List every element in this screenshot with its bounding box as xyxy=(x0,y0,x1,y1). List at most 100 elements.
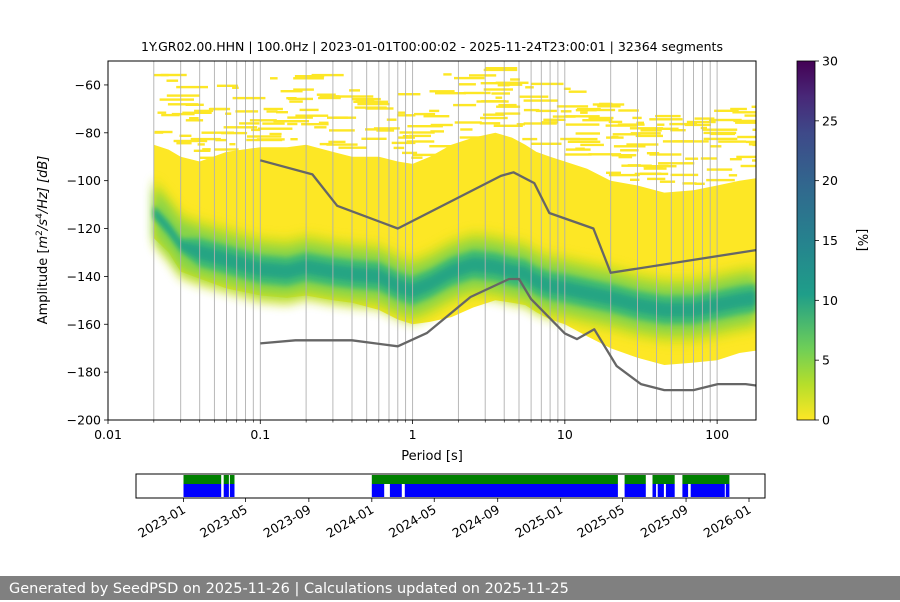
date-tick-label: 2025-05 xyxy=(574,502,627,541)
date-tick-label: 2026-01 xyxy=(701,502,754,541)
heatmap-sparse-cell xyxy=(565,148,591,151)
heatmap-sparse-cell xyxy=(481,100,506,103)
heatmap-sparse-cell xyxy=(519,95,549,98)
heatmap-sparse-cell xyxy=(289,100,303,103)
heatmap-sparse-cell xyxy=(575,132,600,135)
colorbar: 0 5 10 15 20 25 30 [%] xyxy=(796,54,869,428)
heatmap-sparse-cell xyxy=(266,110,278,113)
heatmap-sparse-cell xyxy=(258,127,293,130)
heatmap-sparse-cell xyxy=(229,143,236,146)
heatmap-sparse-cell xyxy=(399,131,435,134)
heatmap-sparse-cell xyxy=(176,85,208,89)
heatmap-sparse-cell xyxy=(463,91,491,95)
heatmap-sparse-cell xyxy=(560,110,572,113)
nlnm-line xyxy=(260,277,756,392)
heatmap-sparse-cell xyxy=(740,164,756,168)
colorbar-tick-label: 30 xyxy=(822,54,838,69)
heatmap-sparse-cell xyxy=(686,120,716,124)
availability-computed-bar xyxy=(183,484,222,497)
nhnm-line xyxy=(259,159,756,274)
heatmap-sparse-cell xyxy=(510,78,520,81)
heatmap-sparse-cell xyxy=(597,105,621,108)
heatmap-sparse-cell xyxy=(543,118,566,121)
heatmap-sparse-cell xyxy=(327,116,357,119)
heatmap-sparse-cell xyxy=(496,105,521,108)
date-tick-label: 2025-01 xyxy=(512,502,565,541)
heatmap-sparse-cell xyxy=(166,94,200,97)
heatmap-sparse-cell xyxy=(752,159,756,162)
heatmap-sparse-cell xyxy=(523,99,558,102)
y-tick-label: −120 xyxy=(67,221,101,236)
heatmap-sparse-cell xyxy=(256,138,285,141)
date-tick-label: 2023-09 xyxy=(261,502,314,541)
heatmap-sparse-cell xyxy=(262,122,285,125)
heatmap-sparse-cell xyxy=(287,116,313,119)
heatmap-sparse-cell xyxy=(316,93,336,96)
heatmap-sparse-cell xyxy=(682,182,697,185)
heatmap-sparse-cell xyxy=(613,145,646,148)
heatmap-sparse-cell xyxy=(223,126,258,129)
heatmap-sparse-cell xyxy=(157,111,167,114)
heatmap-sparse-cell xyxy=(201,131,234,134)
heatmap-sparse-cell xyxy=(732,111,756,114)
heatmap-sparse-cell xyxy=(182,111,212,114)
heatmap-sparse-cell xyxy=(744,114,756,117)
heatmap-sparse-cell xyxy=(429,145,461,148)
heatmap-sparse-cell xyxy=(706,168,733,171)
availability-computed-bar xyxy=(371,484,385,497)
heatmap-sparse-cell xyxy=(658,162,695,165)
heatmap-sparse-cell xyxy=(294,75,325,78)
heatmap-sparse-cell xyxy=(273,120,309,123)
heatmap-sparse-cell xyxy=(748,143,756,146)
heatmap-sparse-cell xyxy=(299,108,319,112)
heatmap-sparse-cell xyxy=(179,134,192,137)
heatmap-sparse-cell xyxy=(745,140,756,144)
heatmap-sparse-cell xyxy=(215,138,227,142)
heatmap-sparse-cell xyxy=(154,131,164,134)
heatmap-sparse-cell xyxy=(670,129,686,132)
heatmap-sparse-cell xyxy=(460,128,473,131)
heatmap-sparse-cell xyxy=(626,143,659,146)
heatmap-sparse-cell xyxy=(263,107,283,111)
heatmap-sparse-cell xyxy=(235,110,259,113)
heatmap-sparse-cell xyxy=(564,153,592,156)
heatmap-sparse-cell xyxy=(736,155,756,159)
availability-frame xyxy=(135,473,766,499)
heatmap-sparse-cell xyxy=(318,121,329,124)
heatmap-sparse-cell xyxy=(576,107,601,111)
heatmap-sparse-cell xyxy=(495,96,503,99)
heatmap-sparse-cell xyxy=(314,126,327,129)
heatmap-sparse-cell xyxy=(700,126,707,130)
x-tick-label: 0.1 xyxy=(250,427,270,442)
heatmap-sparse-cell xyxy=(173,139,208,143)
heatmap-sparse-cell xyxy=(729,158,742,161)
heatmap-sparse-cell xyxy=(491,92,510,95)
heatmap-sparse-cell xyxy=(617,123,645,126)
colorbar-tick-label: 10 xyxy=(822,293,838,308)
heatmap-sparse-cell xyxy=(495,112,521,115)
availability-bars xyxy=(183,475,730,497)
heatmap-sparse-cell xyxy=(703,137,738,141)
heatmap-sparse-cell xyxy=(497,84,510,87)
availability-data-bar xyxy=(371,475,618,484)
y-tick-label: −80 xyxy=(75,125,101,140)
colorbar-ticks: 0 5 10 15 20 25 30 xyxy=(815,54,838,428)
heatmap-sparse-cell xyxy=(649,118,683,121)
heatmap-sparse-cell xyxy=(582,119,613,122)
heatmap-sparse-cell xyxy=(454,121,482,124)
heatmap-sparse-cell xyxy=(714,109,739,112)
footer-status-bar: Generated by SeedPSD on 2025-11-26 | Cal… xyxy=(0,576,900,600)
heatmap-sparse-cell xyxy=(580,143,604,147)
heatmap-sparse-cell xyxy=(328,140,346,144)
heatmap-sparse-cell xyxy=(733,119,756,123)
heatmap-density-layer xyxy=(153,208,756,318)
heatmap-sparse-cell xyxy=(398,136,415,139)
colorbar-tick-label: 5 xyxy=(822,353,830,368)
heatmap-sparse-cell xyxy=(288,97,313,101)
heatmap-sparse-cell xyxy=(295,114,329,117)
heatmap-sparse-cell xyxy=(185,119,204,122)
heatmap-sparse-cell xyxy=(599,102,613,106)
heatmap-sparse-cell xyxy=(479,122,501,125)
heatmap-sparse-cell xyxy=(580,111,588,114)
